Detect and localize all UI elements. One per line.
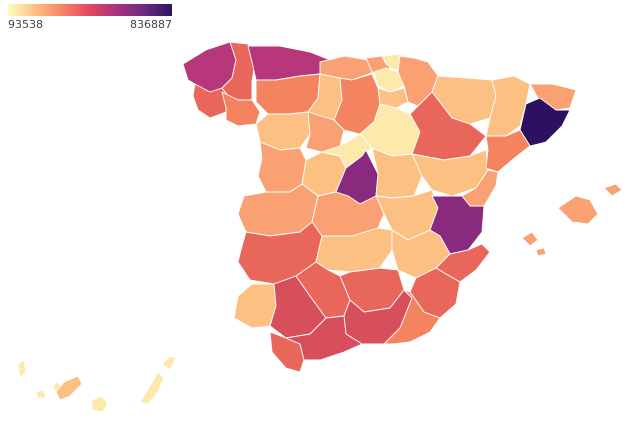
region-gran-canaria[interactable] [91, 395, 109, 413]
region-menorca[interactable] [603, 183, 623, 197]
region-lleida[interactable] [485, 75, 531, 137]
legend-max-label: 836887 [130, 18, 172, 31]
legend-min-label: 93538 [8, 18, 43, 31]
color-legend: 93538 836887 [8, 4, 172, 34]
legend-labels: 93538 836887 [8, 18, 172, 34]
region-la-palma[interactable] [17, 359, 27, 379]
region-huelva[interactable] [233, 283, 277, 329]
region-almeria[interactable] [383, 289, 441, 345]
legend-gradient-bar [8, 4, 172, 16]
region-tenerife[interactable] [55, 375, 83, 401]
region-ibiza[interactable] [521, 231, 539, 247]
region-tarragona[interactable] [485, 129, 531, 173]
region-formentera[interactable] [535, 247, 547, 257]
region-valencia[interactable] [429, 195, 485, 255]
region-fuerteventura[interactable] [139, 371, 165, 405]
region-salamanca[interactable] [257, 141, 307, 193]
region-el-hierro[interactable] [35, 389, 47, 399]
region-lanzarote[interactable] [161, 355, 177, 371]
region-mallorca[interactable] [557, 195, 599, 225]
region-malaga[interactable] [285, 315, 363, 361]
